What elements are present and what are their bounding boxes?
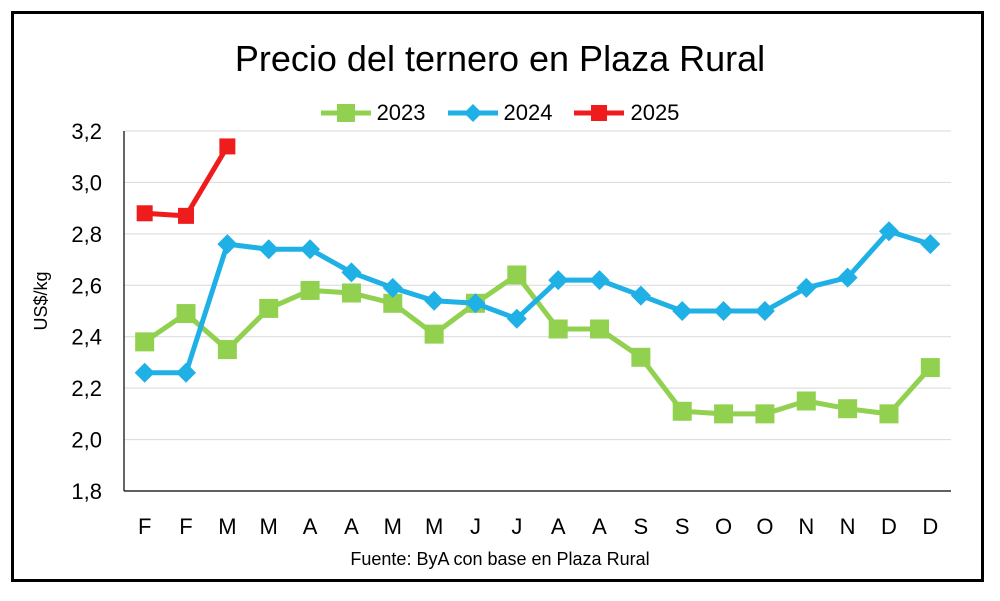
data-point-2024 [382, 277, 403, 298]
data-point-2024 [465, 293, 486, 314]
data-point-2025 [219, 138, 236, 155]
y-tick-label: 3,0 [71, 170, 102, 195]
data-point-2023 [548, 319, 568, 339]
source-note: Fuente: ByA con base en Plaza Rural [350, 549, 650, 569]
y-tick-label: 3,2 [71, 119, 102, 144]
data-point-2023 [135, 332, 155, 352]
data-point-2023 [259, 298, 279, 318]
data-point-2023 [920, 358, 940, 378]
data-point-2024 [589, 270, 610, 291]
data-point-2024 [341, 262, 362, 283]
legend: 2023 2024 2025 [0, 100, 1000, 126]
y-tick-label: 2,4 [71, 325, 102, 350]
data-point-2023 [838, 399, 858, 419]
legend-label-2025: 2025 [630, 100, 680, 125]
data-point-2024 [796, 277, 817, 298]
data-point-2024 [548, 270, 569, 291]
data-point-2024 [754, 301, 775, 321]
data-point-2024 [878, 221, 899, 242]
data-point-2023 [714, 404, 734, 424]
data-point-2023 [631, 347, 651, 367]
legend-item-2023: 2023 [320, 100, 426, 126]
x-tick-label: F [179, 514, 192, 539]
x-tick-label: N [798, 514, 814, 539]
x-tick-label: N [840, 514, 856, 539]
data-point-2023 [590, 319, 610, 339]
x-tick-label: M [384, 514, 402, 539]
data-point-2023 [217, 340, 237, 360]
x-tick-label: J [470, 514, 481, 539]
x-tick-label: D [881, 514, 897, 539]
data-point-2024 [300, 239, 321, 260]
x-tick-label: M [260, 514, 278, 539]
x-tick-label: O [715, 514, 732, 539]
y-tick-label: 2,6 [71, 273, 102, 298]
x-tick-label: A [344, 514, 359, 539]
legend-label-2023: 2023 [376, 100, 426, 125]
data-point-2023 [176, 304, 196, 324]
data-point-2023 [424, 324, 444, 344]
y-tick-label: 2,0 [71, 428, 102, 453]
legend-item-2025: 2025 [574, 100, 679, 126]
y-tick-label: 1,8 [71, 479, 102, 504]
legend-swatch-2024 [447, 104, 498, 122]
x-tick-label: A [303, 514, 318, 539]
legend-swatch-2025 [574, 105, 625, 121]
legend-swatch-2023 [320, 104, 371, 122]
data-point-2023 [300, 280, 320, 300]
chart-title: Precio del ternero en Plaza Rural [234, 38, 766, 79]
chart-frame [11, 11, 984, 582]
data-point-2023 [383, 293, 403, 313]
data-point-2024 [424, 290, 445, 311]
x-tick-label: D [922, 514, 938, 539]
x-tick-label: A [551, 514, 566, 539]
y-tick-label: 2,8 [71, 222, 102, 247]
data-point-2023 [672, 401, 692, 421]
data-point-2024 [176, 362, 197, 383]
data-point-2023 [507, 265, 527, 285]
x-tick-label: J [511, 514, 522, 539]
data-point-2024 [672, 301, 693, 321]
x-tick-label: M [425, 514, 443, 539]
y-tick-label: 2,2 [71, 376, 102, 401]
x-tick-label: A [592, 514, 607, 539]
y-axis-label: US$/kg [31, 271, 51, 330]
data-point-2023 [879, 404, 899, 424]
data-point-2023 [341, 283, 361, 303]
data-point-2024 [920, 234, 941, 255]
x-tick-label: S [675, 514, 690, 539]
data-point-2024 [837, 267, 858, 288]
data-point-2025 [178, 207, 195, 224]
legend-label-2024: 2024 [503, 100, 553, 125]
data-point-2024 [506, 308, 527, 329]
x-tick-label: S [634, 514, 649, 539]
data-point-2024 [134, 362, 155, 383]
series-line-2025 [144, 145, 230, 219]
data-point-2023 [755, 404, 775, 424]
data-point-2024 [217, 234, 238, 255]
data-point-2025 [136, 205, 153, 222]
x-tick-label: F [138, 514, 151, 539]
data-point-2024 [630, 285, 651, 306]
data-point-2024 [713, 301, 734, 321]
data-point-2024 [258, 239, 279, 260]
data-point-2023 [796, 391, 816, 411]
legend-item-2024: 2024 [447, 100, 553, 126]
x-tick-label: M [218, 514, 236, 539]
x-tick-label: O [756, 514, 773, 539]
